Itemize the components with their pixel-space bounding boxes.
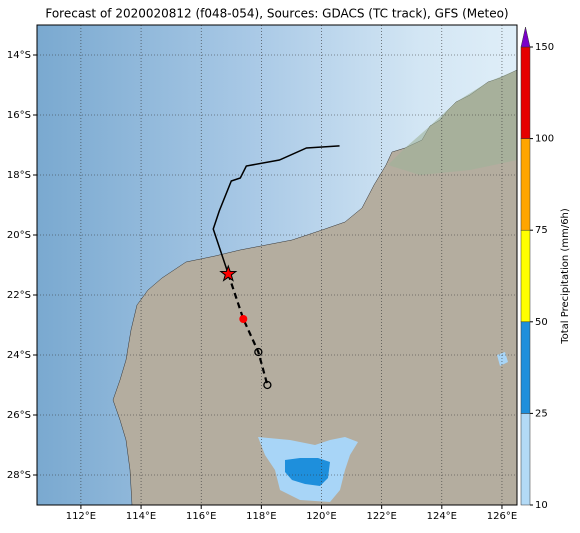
land-highlands [388, 70, 517, 175]
colorbar-tick-label: 150 [535, 42, 554, 53]
colorbar-segment [520, 46, 531, 139]
plot-area [37, 25, 517, 505]
x-tick-label: 120°E [306, 511, 336, 522]
x-tick-label: 118°E [246, 511, 276, 522]
y-tick-label: 28°S [7, 470, 31, 481]
y-tick-label: 14°S [7, 50, 31, 61]
basemap [37, 25, 517, 505]
colorbar-label: Total Precipitation (mm/6h) [560, 208, 571, 345]
x-tick-label: 116°E [186, 511, 216, 522]
colorbar-tick-label: 50 [535, 317, 548, 328]
y-tick-label: 18°S [7, 170, 31, 181]
colorbar-tick-label: 10 [535, 500, 548, 511]
x-tick-label: 122°E [366, 511, 396, 522]
forecast-marker [254, 347, 263, 357]
forecast-marker [239, 315, 248, 323]
x-tick-label: 114°E [126, 511, 156, 522]
storm-position [219, 264, 238, 282]
y-tick-label: 16°S [7, 110, 31, 121]
x-tick-label: 112°E [66, 511, 96, 522]
precip-medium [285, 458, 330, 486]
y-tick-label: 20°S [7, 230, 31, 241]
forecast-line [227, 273, 269, 386]
plot-frame [36, 24, 518, 506]
track-line [212, 145, 340, 275]
x-tick-label: 124°E [427, 511, 457, 522]
colorbar: 10 25 50 75 100 150 Total Precipitation (mm/6h… [520, 26, 571, 511]
colorbar-tick-label: 100 [535, 134, 554, 145]
colorbar-segment [520, 229, 531, 323]
forecast-marker [263, 380, 272, 390]
colorbar-segment [520, 413, 531, 506]
y-tick-label: 22°S [7, 290, 31, 301]
colorbar-extend [520, 26, 531, 48]
y-tick-label: 26°S [7, 410, 31, 421]
precip-light [497, 352, 508, 366]
colorbar-segment [520, 321, 531, 414]
chart-title: Forecast of 2020020812 (f048-054), Sourc… [45, 7, 508, 21]
colorbar-tick-label: 75 [535, 225, 548, 236]
y-tick-label: 24°S [7, 350, 31, 361]
colorbar-segment [520, 138, 531, 231]
x-tick-label: 126°E [487, 511, 517, 522]
colorbar-tick-label: 25 [535, 408, 548, 419]
